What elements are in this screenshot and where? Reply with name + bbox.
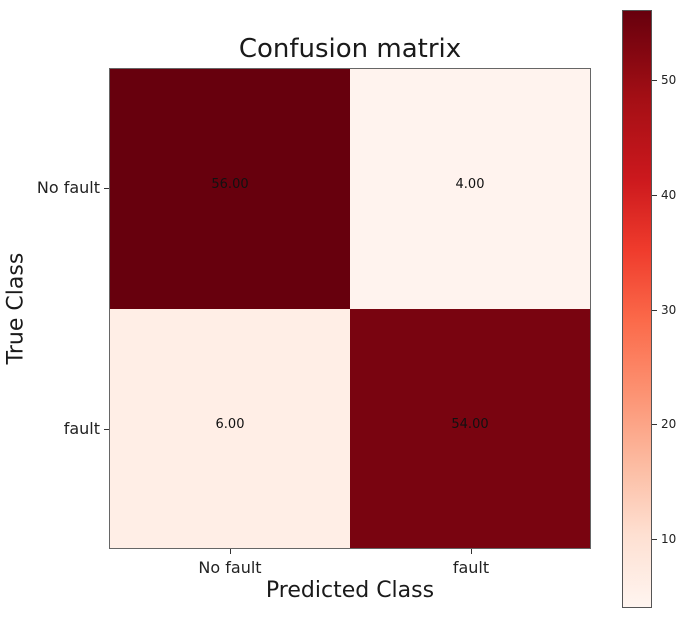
colorbar-tick-label: 40 xyxy=(661,188,677,202)
x-axis-label: Predicted Class xyxy=(265,578,435,603)
cell-nofault-fault: 4.00 xyxy=(350,69,590,309)
cell-value: 6.00 xyxy=(215,416,245,432)
y-tick-label: fault xyxy=(63,419,100,438)
x-tick-mark xyxy=(471,549,472,554)
colorbar-tick-label: 10 xyxy=(661,532,677,546)
y-tick-mark xyxy=(104,188,109,189)
cell-nofault-nofault: 56.00 xyxy=(110,69,350,309)
colorbar-tick xyxy=(652,80,657,81)
colorbar-tick xyxy=(652,310,657,311)
chart-title: Confusion matrix xyxy=(238,34,462,64)
confusion-matrix: 56.00 4.00 6.00 54.00 xyxy=(109,68,591,549)
cell-value: 54.00 xyxy=(451,416,489,432)
colorbar xyxy=(622,10,652,608)
x-tick-mark xyxy=(230,549,231,554)
y-axis-label: True Class xyxy=(3,252,29,365)
x-tick-label: No fault xyxy=(198,558,262,577)
colorbar-tick-label: 50 xyxy=(661,73,677,87)
cell-value: 4.00 xyxy=(455,177,485,193)
cell-fault-nofault: 6.00 xyxy=(110,308,350,548)
y-tick-mark xyxy=(104,429,109,430)
x-tick-label: fault xyxy=(452,558,490,577)
colorbar-tick-label: 30 xyxy=(661,303,677,317)
cell-fault-fault: 54.00 xyxy=(350,308,590,548)
colorbar-tick xyxy=(652,195,657,196)
cell-value: 56.00 xyxy=(211,177,249,193)
colorbar-tick xyxy=(652,539,657,540)
y-tick-label: No fault xyxy=(36,178,100,197)
colorbar-tick-label: 20 xyxy=(661,417,677,431)
colorbar-tick xyxy=(652,424,657,425)
